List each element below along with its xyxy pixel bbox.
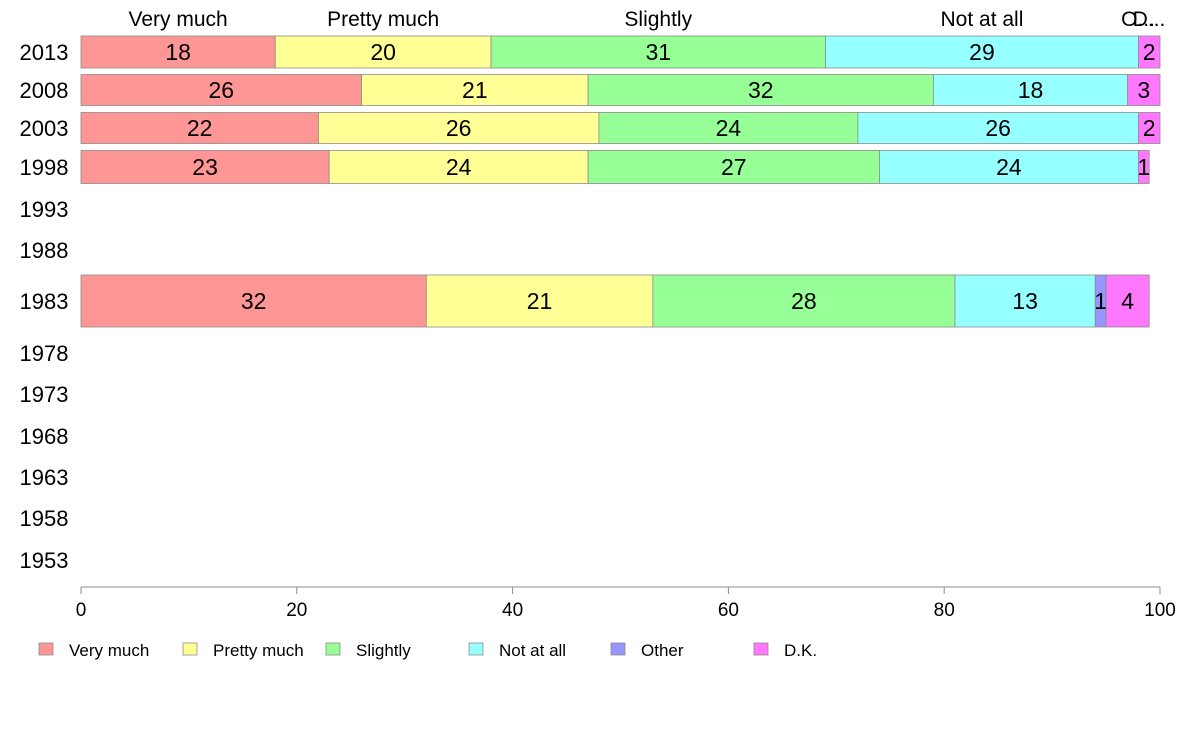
bar-1983-pretty-much — [425, 274, 654, 328]
x-tick-label-20: 20 — [286, 600, 307, 621]
bar-label-1998-pretty-much: 24 — [446, 154, 472, 180]
x-tick-label-100: 100 — [1144, 600, 1176, 621]
bar-2008-not-at-all — [933, 74, 1129, 106]
year-label-1993: 1993 — [20, 197, 69, 222]
bar-1983-slightly — [652, 274, 956, 328]
legend-label-d-k-: D.K. — [784, 641, 817, 660]
bar-label-2003-slightly: 24 — [716, 115, 742, 141]
legend-label-not-at-all: Not at all — [499, 641, 566, 660]
bar-2008-pretty-much — [361, 74, 589, 106]
legend-swatch-other — [610, 642, 626, 656]
bar-2003-d-k- — [1138, 112, 1161, 144]
bar-label-1983-other: 1 — [1094, 288, 1107, 314]
top-label-very-much: Very much — [129, 8, 228, 31]
bar-label-1983-not-at-all: 13 — [1012, 288, 1038, 314]
bar-label-2008-very-much: 26 — [208, 77, 234, 103]
bar-label-2008-not-at-all: 18 — [1018, 77, 1044, 103]
legend-label-pretty-much: Pretty much — [213, 641, 304, 660]
year-label-2008: 2008 — [20, 78, 69, 103]
bar-label-2013-very-much: 18 — [165, 39, 191, 65]
year-label-1973: 1973 — [20, 382, 69, 407]
legend-swatch-very-much — [38, 642, 54, 656]
top-label-d-k-: D... — [1133, 8, 1166, 31]
bar-label-2003-very-much: 22 — [187, 115, 213, 141]
bar-label-1983-pretty-much: 21 — [527, 288, 553, 314]
bar-2013-pretty-much — [274, 35, 492, 69]
bar-1983-very-much — [80, 274, 427, 328]
year-label-1963: 1963 — [20, 465, 69, 490]
legend-label-very-much: Very much — [69, 641, 149, 660]
legend-swatch-d-k- — [753, 642, 769, 656]
bars: 18 20 31 29 2 26 21 32 18 3 22 26 24 26 2 23 24 27 24 1 32 21… — [80, 35, 1161, 328]
year-label-1988: 1988 — [20, 238, 69, 263]
top-category-labels: Very much Pretty much Slightly Not at all O.… — [129, 8, 1166, 31]
year-label-1958: 1958 — [20, 506, 69, 531]
bar-label-1998-very-much: 23 — [192, 154, 218, 180]
bar-label-2003-pretty-much: 26 — [446, 115, 472, 141]
x-tick-label-40: 40 — [502, 600, 523, 621]
bar-2008-very-much — [80, 74, 362, 106]
bar-label-1998-not-at-all: 24 — [996, 154, 1022, 180]
bar-label-1983-very-much: 32 — [241, 288, 267, 314]
bar-label-2008-slightly: 32 — [748, 77, 774, 103]
legend: Very much Pretty much Slightly Not at all Ot… — [38, 641, 817, 660]
bar-1998-not-at-all — [879, 150, 1139, 184]
bar-label-2013-slightly: 31 — [645, 39, 671, 65]
legend-swatch-pretty-much — [182, 642, 198, 656]
bar-2003-pretty-much — [317, 112, 600, 144]
bar-label-2008-d-k-: 3 — [1137, 77, 1150, 103]
x-axis: 0 20 40 60 80 100 — [76, 586, 1176, 621]
bar-2008-d-k- — [1127, 74, 1161, 106]
bar-1983-d-k- — [1105, 274, 1150, 328]
bar-label-2008-pretty-much: 21 — [462, 77, 488, 103]
bar-label-1998-slightly: 27 — [721, 154, 747, 180]
year-label-1978: 1978 — [20, 341, 69, 366]
bar-label-1998-d-k-: 1 — [1137, 154, 1150, 180]
top-label-not-at-all: Not at all — [941, 8, 1024, 31]
x-tick-label-0: 0 — [76, 600, 87, 621]
bar-label-1983-d-k-: 4 — [1121, 288, 1134, 314]
bar-2013-d-k- — [1138, 35, 1161, 69]
bar-label-2013-not-at-all: 29 — [969, 39, 995, 65]
x-tick-label-80: 80 — [934, 600, 955, 621]
year-label-1998: 1998 — [20, 155, 69, 180]
year-label-2003: 2003 — [20, 116, 69, 141]
bar-1998-d-k- — [1138, 150, 1150, 184]
bar-1998-pretty-much — [328, 150, 589, 184]
year-label-1953: 1953 — [20, 548, 69, 573]
year-axis-labels: 2013 2008 2003 1998 1993 1988 1983 1978 1973 1968… — [20, 40, 69, 573]
legend-swatch-slightly — [325, 642, 341, 656]
x-tick-label-60: 60 — [718, 600, 739, 621]
bar-label-2013-pretty-much: 20 — [370, 39, 396, 65]
bar-2003-very-much — [80, 112, 319, 144]
year-label-1983: 1983 — [20, 289, 69, 314]
bar-label-2013-d-k-: 2 — [1143, 39, 1156, 65]
legend-swatch-not-at-all — [468, 642, 484, 656]
bar-2008-slightly — [587, 74, 934, 106]
legend-label-slightly: Slightly — [356, 641, 411, 660]
year-label-2013: 2013 — [20, 40, 69, 65]
top-label-slightly: Slightly — [624, 8, 692, 31]
bar-label-2003-not-at-all: 26 — [985, 115, 1011, 141]
top-label-other: O... — [1121, 8, 1155, 31]
legend-label-other: Other — [641, 641, 684, 660]
bar-1998-very-much — [80, 150, 330, 184]
year-label-1968: 1968 — [20, 424, 69, 449]
bar-1983-not-at-all — [954, 274, 1096, 328]
bar-label-2003-d-k-: 2 — [1143, 115, 1156, 141]
bar-1998-slightly — [587, 150, 880, 184]
bar-label-1983-slightly: 28 — [791, 288, 817, 314]
top-label-pretty-much: Pretty much — [327, 8, 439, 31]
bar-2003-slightly — [598, 112, 859, 144]
